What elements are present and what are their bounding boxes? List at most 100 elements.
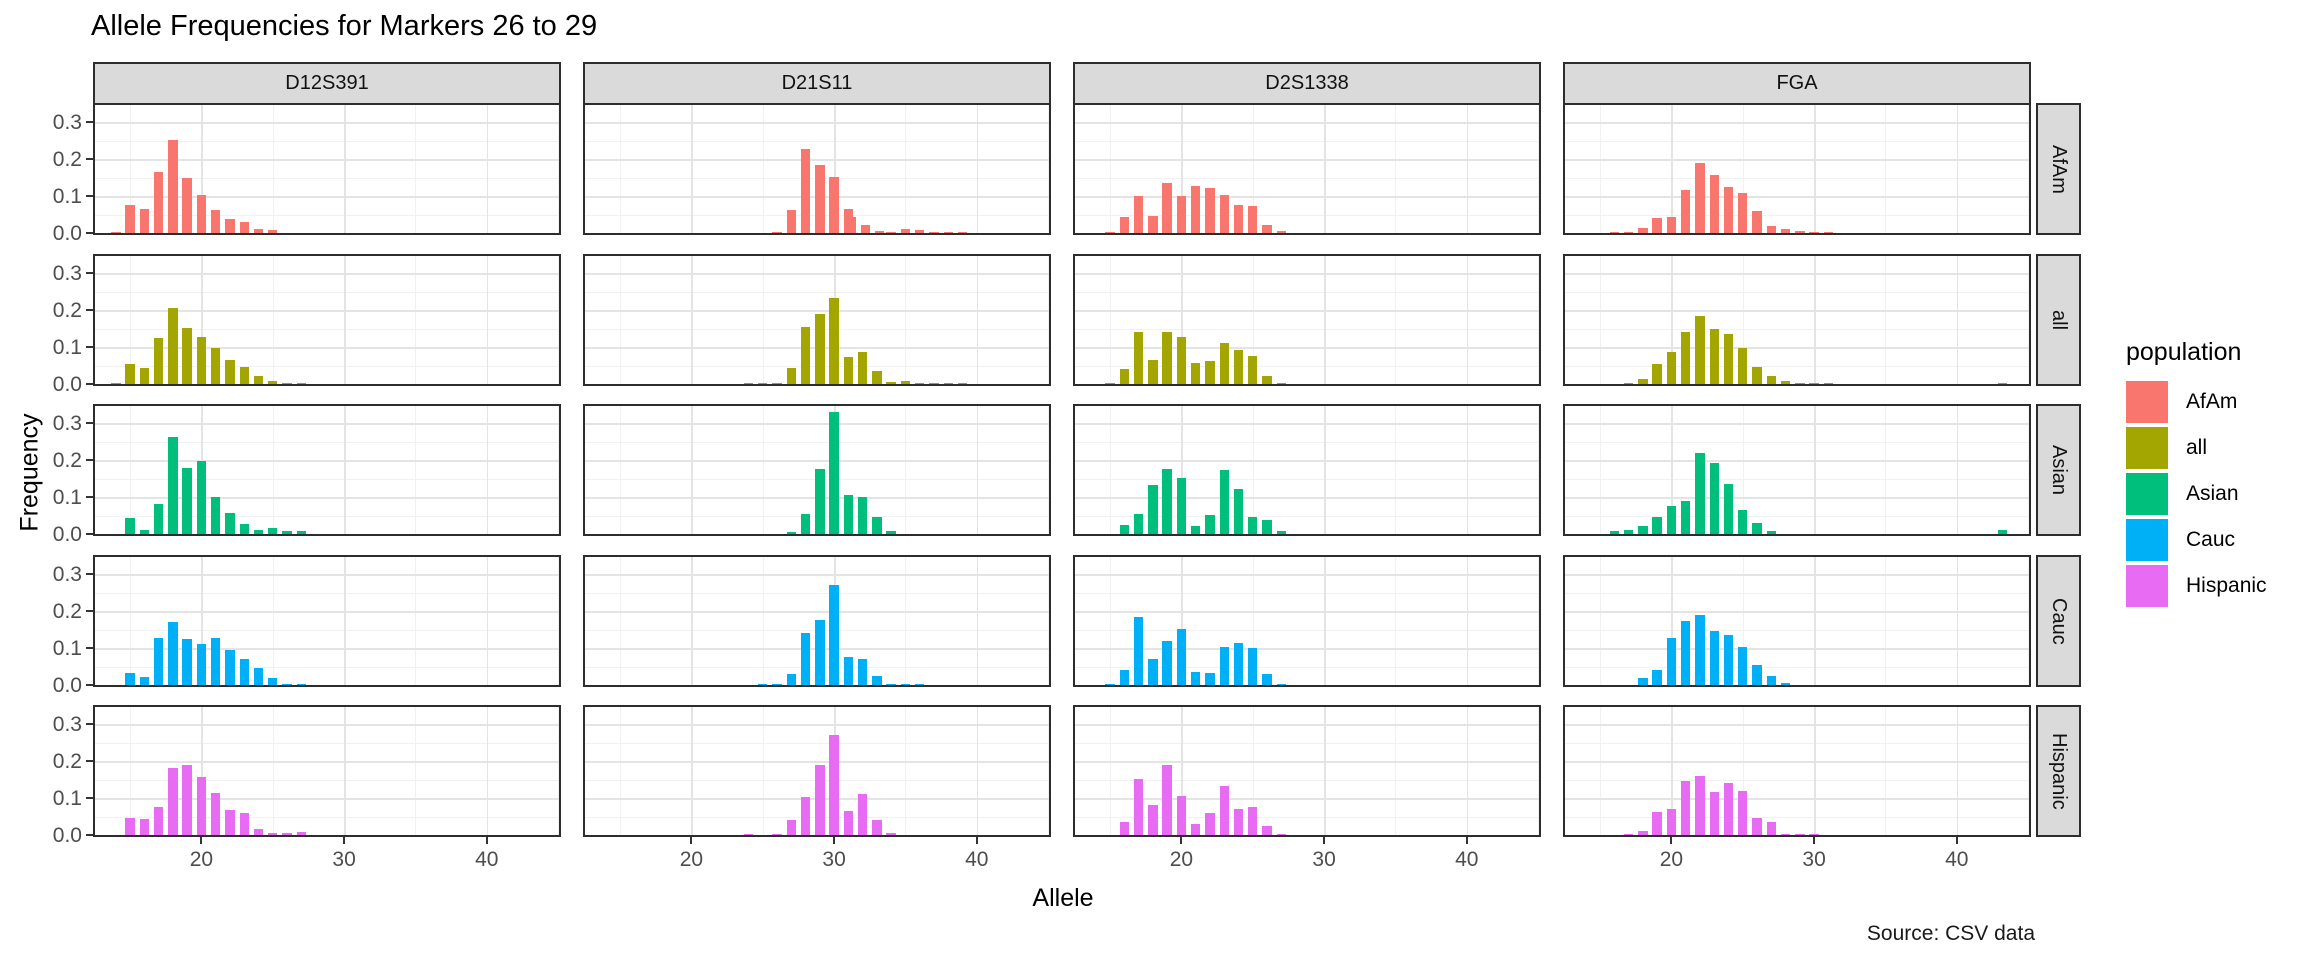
y-tick-label: 0.1: [52, 336, 82, 359]
gridline-minor: [93, 328, 561, 330]
gridline-minor: [93, 214, 561, 216]
gridline-major: [1073, 611, 1541, 613]
legend-swatch-AfAm: [2126, 381, 2168, 423]
y-tick: [86, 533, 93, 535]
bar-D12S391-Cauc-19: [182, 639, 192, 685]
gridline-major: [583, 159, 1051, 161]
bar-FGA-AfAm-26: [1752, 210, 1762, 233]
bar-D21S11-Cauc-26: [772, 683, 782, 685]
gridline-minor: [1538, 103, 1540, 235]
gridline-major: [201, 103, 204, 235]
gridline-major: [834, 103, 836, 235]
bar-FGA-all-18: [1638, 379, 1648, 384]
bar-D12S391-all-25: [268, 380, 278, 384]
bar-D2S1338-all-19: [1162, 331, 1172, 384]
bar-D12S391-Hispanic-20: [196, 776, 207, 835]
gridline-minor: [2028, 404, 2030, 536]
gridline-minor: [583, 742, 1051, 744]
bar-D12S391-AfAm-18: [168, 140, 178, 233]
gridline-major: [486, 705, 489, 837]
panel-border: [93, 555, 561, 687]
bar-D2S1338-all-27: [1276, 382, 1286, 384]
bar-D12S391-Asian-18: [168, 436, 178, 534]
bar-FGA-AfAm-28: [1780, 229, 1791, 233]
bar-D21S11-Asian-32: [857, 496, 868, 534]
bar-D12S391-AfAm-20: [196, 194, 207, 233]
bar-FGA-AfAm-23: [1709, 174, 1719, 233]
facet-panel-D12S391-Hispanic: [93, 705, 561, 837]
bar-FGA-Hispanic-21: [1681, 780, 1691, 835]
bar-D2S1338-Cauc-27: [1276, 683, 1286, 685]
gridline-major: [1324, 555, 1326, 687]
gridline-major: [1073, 761, 1541, 763]
bar-FGA-Cauc-18: [1638, 678, 1648, 685]
gridline-major: [976, 404, 979, 536]
bar-D12S391-all-22: [225, 359, 235, 384]
gridline-minor: [1073, 291, 1541, 293]
y-tick-label: 0.1: [52, 637, 82, 660]
gridline-minor: [1885, 404, 1887, 536]
gridline-major: [1956, 705, 1959, 837]
bar-D21S11-Cauc-30: [829, 584, 839, 685]
gridline-major: [1324, 404, 1326, 536]
x-tick-label: 20: [679, 848, 704, 871]
bar-D12S391-Asian-16: [139, 529, 150, 534]
bar-FGA-Cauc-28: [1780, 683, 1791, 685]
bar-D12S391-Asian-21: [211, 497, 221, 534]
y-tick: [86, 684, 93, 686]
y-tick: [86, 309, 93, 311]
gridline-major: [1073, 122, 1541, 124]
gridline-minor: [1600, 555, 1602, 687]
gridline-minor: [620, 103, 622, 235]
bar-D12S391-AfAm-15: [125, 204, 135, 233]
gridline-minor: [583, 140, 1051, 142]
gridline-major: [1073, 310, 1541, 312]
gridline-minor: [905, 705, 907, 837]
panel-border: [93, 103, 561, 235]
gridline-major: [93, 196, 561, 198]
gridline-major: [344, 555, 346, 687]
gridline-major: [1073, 196, 1541, 198]
y-tick: [86, 121, 93, 123]
row-strip-Cauc: Cauc: [2036, 555, 2081, 687]
bar-D2S1338-Hispanic-27: [1276, 833, 1286, 835]
gridline-minor: [558, 103, 560, 235]
gridline-major: [1181, 103, 1184, 235]
bar-D2S1338-Cauc-25: [1248, 648, 1258, 685]
bar-D2S1338-Cauc-26: [1262, 673, 1272, 685]
gridline-minor: [93, 515, 561, 517]
y-tick: [86, 422, 93, 424]
gridline-major: [583, 310, 1051, 312]
gridline-major: [976, 103, 979, 235]
gridline-minor: [1073, 177, 1541, 179]
gridline-minor: [1073, 742, 1541, 744]
y-tick-label: 0.2: [52, 299, 82, 322]
gridline-major: [344, 404, 346, 536]
gridline-major: [1671, 254, 1674, 386]
bar-D21S11-AfAm-38: [943, 231, 953, 233]
gridline-major: [1563, 497, 2031, 499]
bar-D21S11-Cauc-29: [815, 619, 825, 685]
gridline-minor: [272, 254, 274, 386]
bar-D2S1338-all-15: [1105, 382, 1115, 384]
bar-D12S391-Asian-27: [296, 531, 306, 534]
gridline-major: [93, 574, 561, 576]
gridline-minor: [620, 254, 622, 386]
gridline-minor: [1073, 441, 1541, 443]
bar-D12S391-Hispanic-23: [239, 812, 249, 835]
bar-D21S11-AfAm-36: [915, 230, 925, 233]
panel-border: [1563, 254, 2031, 386]
gridline-minor: [93, 291, 561, 293]
bar-FGA-Asian-16: [1609, 531, 1620, 534]
bar-D2S1338-Hispanic-22: [1205, 812, 1215, 835]
gridline-minor: [1600, 705, 1602, 837]
bar-D12S391-Asian-20: [196, 461, 207, 534]
gridline-minor: [1563, 214, 2031, 216]
gridline-minor: [1073, 592, 1541, 594]
bar-D12S391-Hispanic-26: [282, 833, 292, 835]
gridline-minor: [1395, 705, 1397, 837]
bar-D21S11-Cauc-25: [758, 683, 768, 685]
gridline-major: [1073, 159, 1541, 161]
bar-D12S391-all-14: [111, 382, 121, 384]
bar-D12S391-all-24: [253, 375, 264, 384]
